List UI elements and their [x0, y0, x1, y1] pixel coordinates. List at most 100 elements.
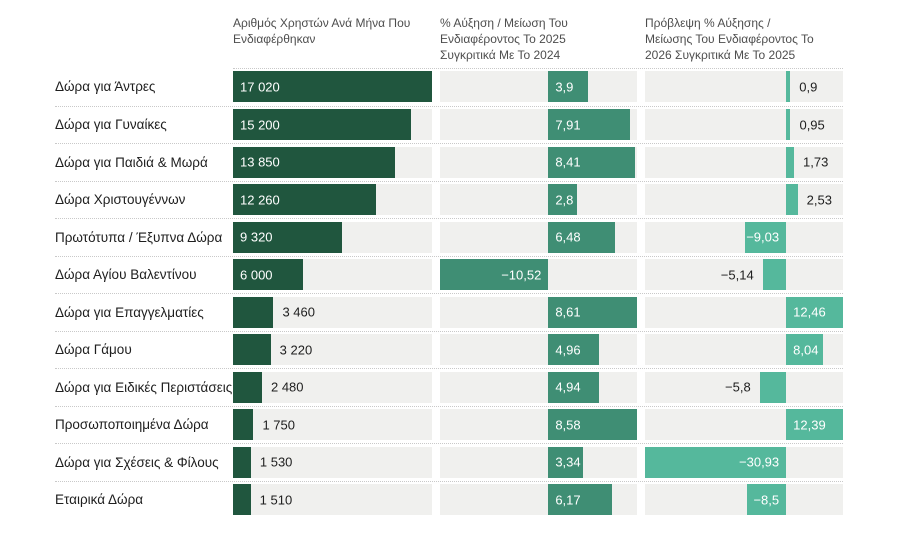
change-2025-value: 2,8 [555, 192, 574, 208]
change-2025-bar: 6,17 [548, 484, 612, 516]
forecast-2026-bar-track: 12,39 [645, 409, 843, 441]
users-bar-track: 1 750 [233, 409, 432, 441]
forecast-2026-value: 0,95 [799, 117, 825, 133]
forecast-2026-bar [762, 259, 787, 291]
chart-row: Δώρα Χριστουγέννων 12 260 2,8 2,53 [55, 180, 843, 219]
forecast-2026-value: 0,9 [799, 79, 818, 95]
change-2025-bar: 4,94 [548, 371, 600, 403]
chart-row: Δώρα για Γυναίκες 15 200 7,91 0,95 [55, 105, 843, 144]
change-2025-bar-track: 3,9 [440, 71, 637, 103]
change-2025-bar: 3,9 [548, 71, 589, 103]
forecast-2026-bar-track: 12,46 [645, 296, 843, 328]
change-2025-value: 7,91 [555, 117, 581, 133]
change-2025-bar-track: 6,17 [440, 484, 637, 516]
row-label: Δώρα για Γυναίκες [55, 117, 167, 133]
chart-row: Δώρα Γάμου 3 220 4,96 8,04 [55, 330, 843, 369]
forecast-2026-bar-track: −30,93 [645, 446, 843, 478]
forecast-2026-bar [786, 71, 791, 103]
forecast-2026-bar: −9,03 [744, 221, 787, 253]
users-bar-track: 12 260 [233, 184, 432, 216]
forecast-2026-bar-track: −8,5 [645, 484, 843, 516]
change-2025-bar-track: 6,48 [440, 221, 637, 253]
chart-row: Δώρα για Άντρες 17 020 3,9 0,9 [55, 68, 843, 106]
users-value: 1 510 [259, 492, 293, 508]
change-2025-bar: 8,41 [548, 146, 635, 178]
change-2025-bar: −10,52 [440, 259, 549, 291]
change-2025-value: 6,17 [555, 492, 581, 508]
users-value: 17 020 [240, 79, 280, 95]
row-label: Δώρα για Σχέσεις & Φίλους [55, 454, 219, 470]
users-value: 9 320 [240, 229, 273, 245]
change-2025-bar: 7,91 [548, 109, 630, 141]
chart-row: Εταιρικά Δώρα 1 510 6,17 −8,5 [55, 480, 843, 519]
forecast-2026-bar [786, 146, 795, 178]
change-2025-value: 8,41 [555, 154, 581, 170]
users-value: 15 200 [240, 117, 280, 133]
users-bar [233, 446, 251, 478]
row-label: Δώρα Χριστουγέννων [55, 192, 186, 208]
change-2025-value: 6,48 [555, 229, 581, 245]
users-value: 1 530 [259, 454, 293, 470]
change-2025-value: 3,9 [555, 79, 574, 95]
users-bar: 12 260 [233, 184, 377, 216]
forecast-2026-bar-track: 0,9 [645, 71, 843, 103]
users-bar-track: 15 200 [233, 109, 432, 141]
users-bar: 6 000 [233, 259, 304, 291]
chart-row: Δώρα για Ειδικές Περιστάσεις 2 480 4,94 −5,… [55, 368, 843, 406]
forecast-2026-value: 1,73 [803, 154, 829, 170]
row-label: Δώρα Γάμου [55, 342, 132, 358]
change-2025-bar-track: 8,58 [440, 409, 637, 441]
users-value: 12 260 [240, 192, 280, 208]
users-bar [233, 371, 262, 403]
change-2025-bar-track: 3,34 [440, 446, 637, 478]
users-value: 1 750 [262, 417, 295, 433]
change-2025-bar-track: 7,91 [440, 109, 637, 141]
change-2025-bar-track: 4,96 [440, 334, 637, 366]
column-header-forecast-2026: Πρόβλεψη % Αύξησης / Μείωσης Του Ενδιαφέ… [645, 16, 814, 62]
change-2025-value: 3,34 [555, 454, 581, 470]
forecast-2026-bar: 12,39 [786, 409, 843, 441]
users-bar-track: 17 020 [233, 71, 432, 103]
row-label: Δώρα Αγίου Βαλεντίνου [55, 267, 197, 283]
forecast-2026-value: −8,5 [753, 492, 780, 508]
users-value: 3 460 [282, 304, 315, 320]
forecast-2026-value: −5,8 [725, 379, 751, 395]
column-header-users: Αριθμός Χρηστών Ανά Μήνα Που Ενδιαφέρθηκ… [233, 16, 411, 46]
change-2025-bar-track: 4,94 [440, 371, 637, 403]
chart-row: Δώρα για Παιδιά & Μωρά 13 850 8,41 1,73 [55, 143, 843, 181]
forecast-2026-bar-track: −9,03 [645, 221, 843, 253]
change-2025-value: 8,58 [555, 417, 581, 433]
forecast-2026-bar [759, 371, 787, 403]
chart-row: Δώρα Αγίου Βαλεντίνου 6 000 −10,52 −5,14 [55, 255, 843, 294]
forecast-2026-bar-track: 0,95 [645, 109, 843, 141]
forecast-2026-bar [786, 184, 798, 216]
users-bar-track: 6 000 [233, 259, 432, 291]
users-bar-track: 1 530 [233, 446, 432, 478]
change-2025-value: 4,96 [555, 342, 581, 358]
users-bar [233, 484, 251, 516]
row-label: Προσωποποιημένα Δώρα [55, 417, 209, 433]
row-label: Εταιρικά Δώρα [55, 492, 144, 508]
forecast-2026-bar-track: 8,04 [645, 334, 843, 366]
change-2025-bar: 8,58 [548, 409, 637, 441]
users-bar-track: 1 510 [233, 484, 432, 516]
change-2025-value: 8,61 [555, 304, 581, 320]
chart-row: Προσωποποιημένα Δώρα 1 750 8,58 12,39 [55, 405, 843, 444]
change-2025-value: 4,94 [555, 379, 581, 395]
users-value: 3 220 [279, 342, 313, 358]
column-header-change-2025: % Αύξηση / Μείωση Του Ενδιαφέροντος Το 2… [440, 16, 568, 62]
change-2025-bar: 4,96 [548, 334, 600, 366]
column-headers: Αριθμός Χρηστών Ανά Μήνα Που Ενδιαφέρθηκ… [233, 0, 900, 68]
forecast-2026-bar: −8,5 [747, 484, 787, 516]
row-label: Δώρα για Ειδικές Περιστάσεις [55, 379, 233, 395]
change-2025-bar-track: 2,8 [440, 184, 637, 216]
chart-row: Δώρα για Επαγγελματίες 3 460 8,61 12,46 [55, 293, 843, 331]
forecast-2026-bar [786, 109, 791, 141]
forecast-2026-value: −30,93 [739, 454, 780, 470]
users-value: 13 850 [240, 154, 280, 170]
forecast-2026-value: −9,03 [746, 229, 780, 245]
forecast-2026-bar-track: −5,14 [645, 259, 843, 291]
change-2025-bar: 3,34 [548, 446, 583, 478]
users-bar-track: 3 220 [233, 334, 432, 366]
